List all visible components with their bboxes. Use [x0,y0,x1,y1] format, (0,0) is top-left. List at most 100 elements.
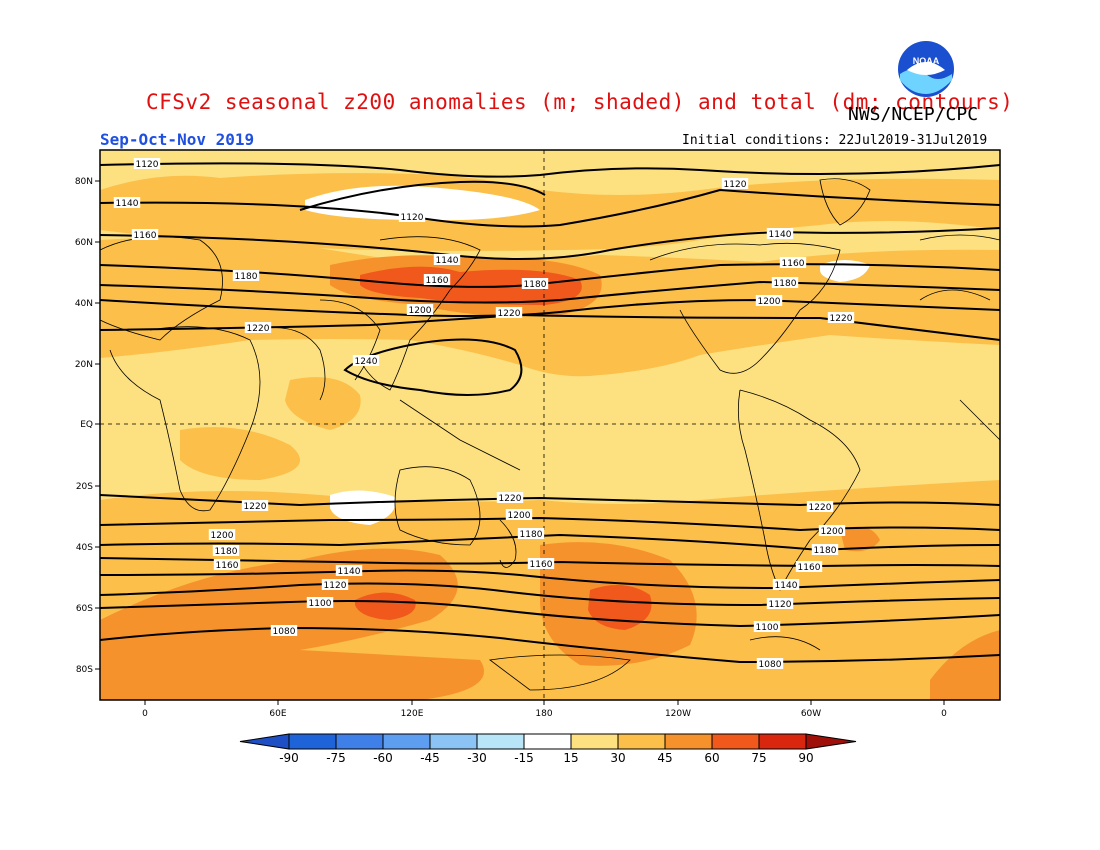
contour-label-box [433,254,461,265]
contour-label: 1200 [211,531,234,541]
contour-label: 1180 [774,279,797,289]
lat-tick-label: 60N [75,238,93,248]
colorbar-low-arrow [239,733,290,750]
colorbar-label: -15 [514,751,534,765]
contour-label: 1120 [324,581,347,591]
contour-label: 1200 [508,511,531,521]
colorbar-swatch [758,733,807,750]
contour-label-box [495,307,523,318]
contour-label-box [352,355,380,366]
contour-label-box [771,277,799,288]
season-label: Sep-Oct-Nov 2019 [100,130,255,149]
contour-label-box [755,295,783,306]
contour-label-box [811,544,839,555]
contour-label-box [270,625,298,636]
colorbar-label: 90 [798,751,813,765]
contour-label-box [212,545,240,556]
contour-label: 1220 [809,503,832,513]
lat-tick-label: 80S [76,665,93,675]
contour-labels: 1120112011201140114011401160116011601180… [113,158,855,670]
contour-label-box [527,558,555,569]
contour-label-box [756,658,784,669]
lon-tick-label: 120E [401,709,424,719]
colorbar-label: -45 [420,751,440,765]
colorbar-swatch [664,733,713,750]
colorbar-label: -90 [279,751,299,765]
map-frame [99,149,1001,701]
colorbar-swatch [523,733,572,750]
contour-label: 1160 [426,276,449,286]
contour-label-box [505,509,533,520]
contour-label: 1140 [116,199,139,209]
contour-label: 1220 [498,309,521,319]
contour-label: 1180 [524,280,547,290]
contour-label-box [779,257,807,268]
contour-label-box [133,158,161,169]
agency-label: NWS/NCEP/CPC [848,104,979,125]
lon-tick-label: 120W [665,709,691,719]
colorbar-swatch [429,733,478,750]
contour-label-box [772,579,800,590]
contour-label: 1160 [798,563,821,573]
colorbar-swatch [617,733,666,750]
contour-label: 1140 [769,230,792,240]
colorbar-label: 15 [563,751,578,765]
contour-label: 1080 [759,660,782,670]
contour-label: 1160 [216,561,239,571]
contour-label: 1180 [814,546,837,556]
colorbar-swatch [476,733,525,750]
colorbar-swatch [382,733,431,750]
lon-axis: 0 60E 120E 180 120W 60W 0 [142,700,947,719]
contour-label-box [766,598,794,609]
contour-label: 1220 [830,314,853,324]
contour-label-box [795,561,823,572]
contour-label-box [827,312,855,323]
colorbar-label: 75 [751,751,766,765]
contour-label-box [398,211,426,222]
contour-label-box [321,579,349,590]
contour-label: 1140 [775,581,798,591]
contour-label-box [423,274,451,285]
colorbar-label: 45 [657,751,672,765]
lat-tick-label: EQ [80,420,93,430]
contour-label-box [131,229,159,240]
contour-label: 1220 [244,502,267,512]
colorbar-label: 30 [610,751,625,765]
contour-label: 1080 [273,627,296,637]
contour-label-box [721,178,749,189]
contour-label: 1160 [530,560,553,570]
contour-label: 1120 [724,180,747,190]
contour-label: 1180 [215,547,238,557]
contour-label-box [521,278,549,289]
colorbar-swatch [288,733,337,750]
lat-tick-label: 20S [76,482,93,492]
contour-label: 1200 [821,527,844,537]
colorbar-label: -75 [326,751,346,765]
svg-text:NOAA: NOAA [913,56,940,66]
lat-tick-label: 40N [75,299,93,309]
colorbar: -90 -75 -60 -45 -30 -15 15 30 45 60 75 90 [239,733,857,765]
colorbar-label: 60 [704,751,719,765]
contour-label-box [213,559,241,570]
contour-label: 1160 [782,259,805,269]
contour-label-box [753,621,781,632]
contour-label-box [406,304,434,315]
colorbar-label: -60 [373,751,393,765]
contour-label: 1180 [520,530,543,540]
contour-label: 1220 [499,494,522,504]
lat-tick-label: 20N [75,360,93,370]
colorbar-swatch [711,733,760,750]
contour-label: 1140 [436,256,459,266]
contour-label-box [806,501,834,512]
contour-label: 1200 [409,306,432,316]
lat-tick-label: 60S [76,604,93,614]
contour-label-box [496,492,524,503]
lon-tick-label: 0 [941,709,947,719]
lon-tick-label: 0 [142,709,148,719]
contour-label: 1120 [401,213,424,223]
contour-label: 1220 [247,324,270,334]
contour-label: 1200 [758,297,781,307]
contour-label-box [306,597,334,608]
contour-label-box [232,270,260,281]
